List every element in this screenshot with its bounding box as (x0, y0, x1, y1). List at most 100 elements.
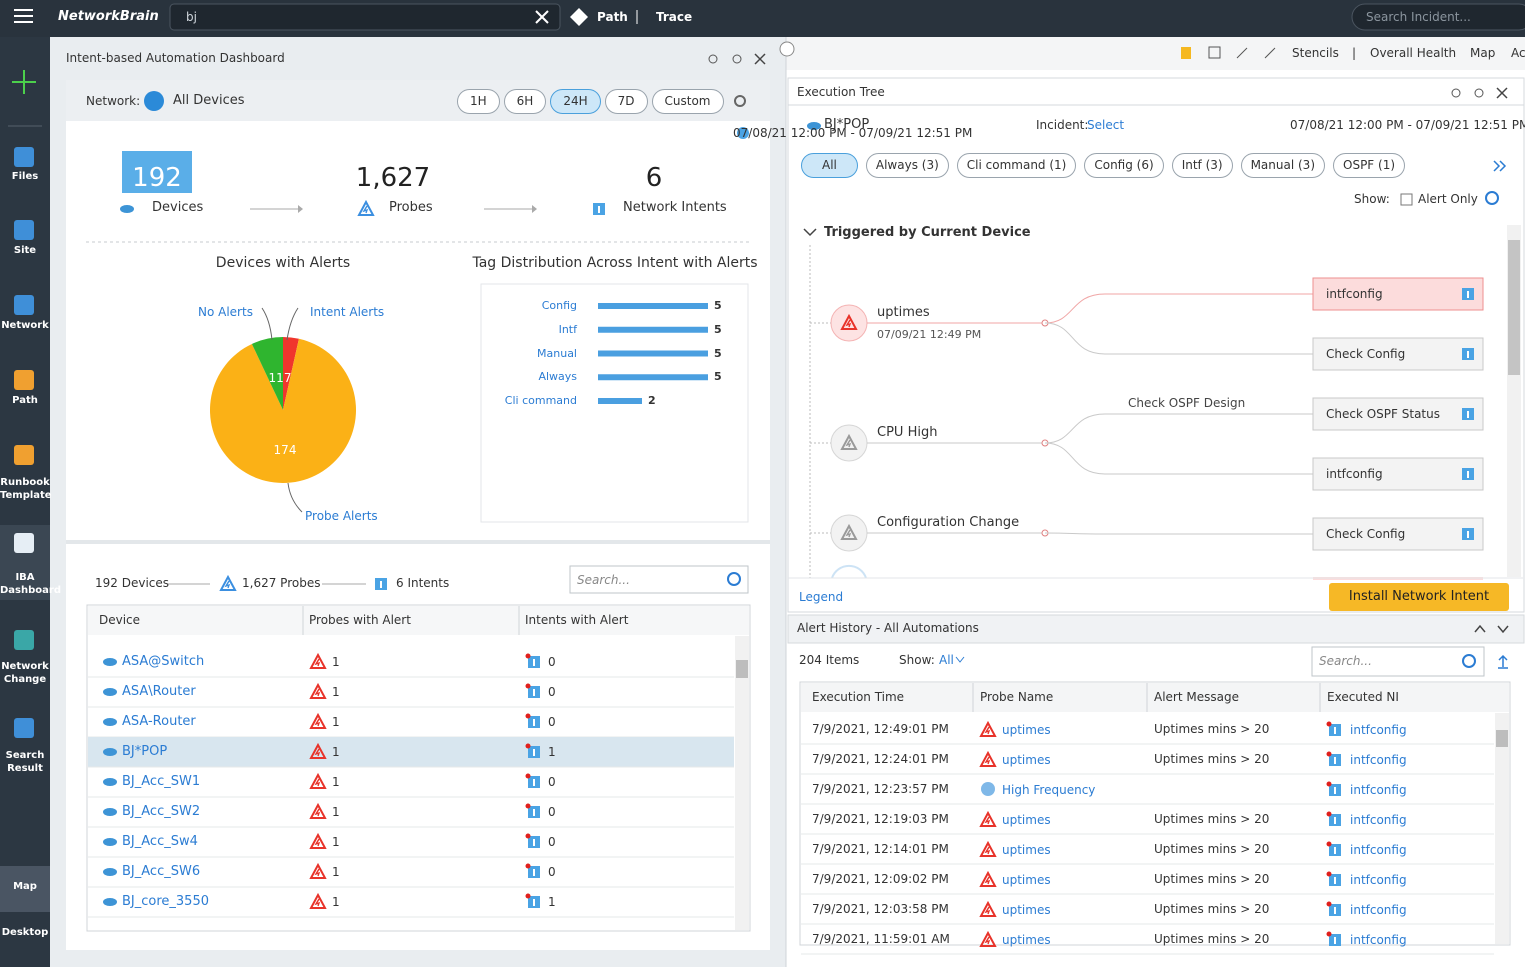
intent-icon-dot (525, 773, 531, 779)
ni-link[interactable]: intfconfig (1350, 783, 1407, 797)
device-link[interactable]: BJ_Acc_Sw4 (122, 834, 198, 849)
time-range-button[interactable]: 1H (457, 89, 500, 114)
ni-link[interactable]: intfconfig (1350, 723, 1407, 737)
probe-link[interactable]: uptimes (1002, 813, 1051, 827)
bar-label: Config (541, 299, 577, 312)
sidebar-item[interactable]: Network Change (1, 661, 49, 685)
edge-label: Check OSPF Design (1128, 396, 1246, 410)
filter-chip[interactable]: Intf (3) (1171, 153, 1233, 178)
probe-link[interactable]: uptimes (1002, 723, 1051, 737)
sidebar-item[interactable]: Network (1, 320, 49, 331)
probe-count: 1 (332, 715, 340, 729)
device-link[interactable]: ASA@Switch (122, 654, 205, 669)
sidebar-item[interactable]: Map (13, 881, 37, 892)
table (799, 681, 1511, 946)
intent-icon-dot (525, 713, 531, 719)
filter-chip[interactable]: Cli command (1) (956, 153, 1077, 178)
device-link[interactable]: BJ_Acc_SW1 (122, 774, 201, 789)
device-link[interactable]: ASA\Router (122, 684, 196, 699)
ni-link[interactable]: intfconfig (1350, 813, 1407, 827)
sidebar-item[interactable]: Search Result (5, 750, 45, 774)
filter-chip[interactable]: Manual (3) (1240, 153, 1325, 178)
column-header: Intents with Alert (525, 613, 629, 627)
ni-link[interactable]: intfconfig (1350, 753, 1407, 767)
time-range-button[interactable]: Custom (651, 89, 724, 114)
toolbar-button[interactable]: Stencils (1292, 46, 1339, 60)
incident-select[interactable]: Select (1087, 118, 1125, 132)
intent-node (1312, 277, 1484, 311)
device-select[interactable]: BJ*POP (824, 117, 870, 132)
filter-chip[interactable]: All (801, 153, 858, 178)
ni-link[interactable]: intfconfig (1350, 933, 1407, 947)
pie-slice (210, 338, 356, 483)
intent-icon-dot (1326, 811, 1332, 817)
intent-name[interactable]: Check Config (1326, 347, 1406, 361)
ni-link[interactable]: intfconfig (1350, 903, 1407, 917)
alert-only-label[interactable]: Alert Only (1418, 192, 1478, 206)
toolbar-button[interactable]: Map (1470, 46, 1496, 60)
intent-icon-dot (1326, 871, 1332, 877)
install-button-label[interactable]: Install Network Intent (1348, 589, 1490, 604)
sidebar-item[interactable]: Desktop (1, 927, 49, 938)
sidebar-item[interactable]: Files (11, 171, 39, 182)
device-link[interactable]: BJ_core_3550 (122, 894, 209, 909)
search-input[interactable]: Search... (1319, 654, 1372, 668)
device-link[interactable]: BJ*POP (122, 744, 168, 759)
intent-name[interactable]: intfconfig (1326, 287, 1383, 301)
device-icon (807, 122, 821, 130)
search-box (569, 565, 749, 594)
sidebar-item[interactable]: Path (12, 395, 38, 406)
kpi-value: 1,627 (355, 163, 431, 193)
sidebar-icon (14, 295, 34, 315)
probe-link[interactable]: uptimes (1002, 933, 1051, 947)
sidebar-icon (14, 630, 34, 650)
probe-icon (979, 720, 997, 737)
intent-name[interactable]: Check OSPF Status (1326, 407, 1440, 421)
sidebar-item[interactable]: Site (13, 245, 37, 256)
search-input[interactable]: Search... (577, 573, 630, 587)
time-range-button[interactable]: 7D (604, 89, 648, 114)
intent-name[interactable]: Check Config (1326, 527, 1406, 541)
time-range-button[interactable]: 6H (503, 89, 547, 114)
filter-chip[interactable]: OSPF (1) (1333, 153, 1406, 178)
toolbar-button[interactable]: Overall Health (1370, 46, 1457, 60)
device-link[interactable]: ASA-Router (122, 714, 196, 729)
sidebar-icon (14, 533, 34, 553)
show-label: Show: (1354, 192, 1390, 206)
probe-link[interactable]: High Frequency (1002, 783, 1096, 797)
search-box (169, 3, 561, 31)
network-select[interactable]: All Devices (173, 93, 245, 108)
scroll-thumb (1508, 240, 1520, 375)
sidebar-item[interactable]: Runbook Template (0, 477, 52, 501)
column-header: Probes with Alert (309, 613, 411, 627)
device-link[interactable]: BJ_Acc_SW6 (122, 864, 201, 879)
ni-link[interactable]: intfconfig (1350, 843, 1407, 857)
summary-intents: 6 Intents (396, 576, 450, 590)
intent-name[interactable]: intfconfig (1326, 467, 1383, 481)
toolbar-button[interactable]: Ac (1511, 46, 1525, 60)
probe-icon-bolt (314, 868, 321, 877)
probe-link[interactable]: uptimes (1002, 873, 1051, 887)
probe-link[interactable]: uptimes (1002, 843, 1051, 857)
time-range-button[interactable]: 24H (550, 89, 601, 114)
filter-chip[interactable]: Always (3) (865, 153, 949, 178)
trace-button[interactable]: Trace (656, 10, 693, 24)
filter-chip[interactable]: Config (6) (1084, 153, 1164, 178)
execution-time: 7/9/2021, 11:59:01 AM (812, 932, 950, 946)
column-header: Alert Message (1154, 690, 1239, 704)
probe-link[interactable]: uptimes (1002, 903, 1051, 917)
legend-link[interactable]: Legend (799, 590, 844, 604)
alert-message: Uptimes mins > 20 (1154, 722, 1270, 736)
device-icon (103, 808, 117, 816)
probe-link[interactable]: uptimes (1002, 753, 1051, 767)
bar-value: 5 (714, 299, 722, 312)
show-select[interactable]: All (939, 653, 954, 667)
probe-icon (309, 682, 327, 699)
search-icon (1462, 654, 1476, 668)
column-header: Device (99, 613, 141, 627)
ni-link[interactable]: intfconfig (1350, 873, 1407, 887)
path-button[interactable]: Path (597, 10, 628, 24)
sidebar-item[interactable]: IBA Dashboard (0, 572, 61, 596)
device-link[interactable]: BJ_Acc_SW2 (122, 804, 201, 819)
